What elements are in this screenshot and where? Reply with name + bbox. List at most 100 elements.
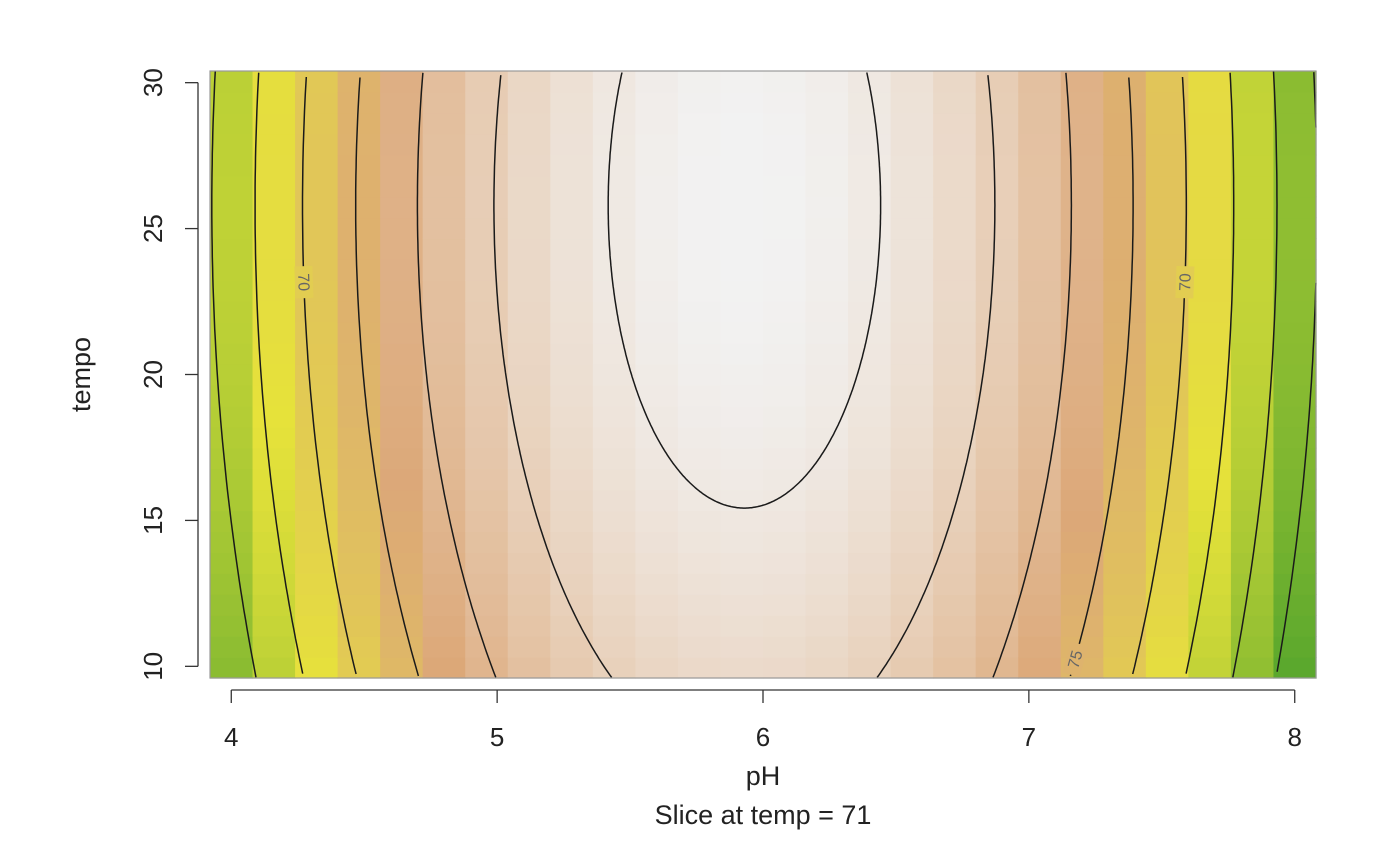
heatmap-cell (720, 154, 764, 177)
heatmap-cell (210, 552, 254, 574)
heatmap-cell (210, 657, 254, 679)
heatmap-cell (805, 112, 849, 135)
heatmap-cell (1103, 615, 1147, 637)
heatmap-cell (848, 217, 892, 240)
heatmap-cell (763, 259, 807, 281)
heatmap-cell (1230, 594, 1275, 616)
heatmap-cell (380, 280, 424, 302)
heatmap-cell (592, 447, 636, 470)
heatmap-cell (1060, 238, 1104, 260)
heatmap-cell (422, 196, 466, 219)
y-axis-title: tempo (66, 337, 96, 412)
heatmap-cell (1230, 217, 1275, 240)
heatmap-cell (380, 510, 424, 533)
heatmap-cell (848, 636, 892, 658)
heatmap-cell (975, 468, 1019, 491)
heatmap-cell (550, 657, 594, 679)
heatmap-cell (592, 657, 636, 679)
heatmap-cell (1145, 405, 1189, 428)
heatmap-cell (848, 238, 892, 260)
heatmap-cell (422, 301, 466, 323)
heatmap-cell (465, 259, 509, 281)
heatmap-cell (1145, 468, 1189, 491)
heatmap-cell (592, 364, 636, 386)
heatmap-cell (805, 175, 849, 198)
heatmap-cell (1145, 615, 1189, 637)
heatmap-cell (337, 447, 381, 470)
x-tick-label: 6 (756, 722, 770, 752)
heatmap-cell (592, 552, 636, 574)
heatmap-cell (337, 217, 381, 240)
heatmap-cell (550, 301, 594, 323)
heatmap-cell (1188, 657, 1232, 679)
heatmap-cell (380, 175, 424, 198)
heatmap-cell (1188, 175, 1232, 198)
heatmap-cell (933, 636, 977, 658)
heatmap-cell (507, 573, 551, 595)
heatmap-cell (1060, 447, 1104, 470)
heatmap-cell (1188, 343, 1232, 365)
heatmap-cell (1230, 364, 1275, 386)
heatmap-cell (295, 154, 339, 177)
heatmap-cell (337, 238, 381, 260)
heatmap-cell (890, 259, 934, 281)
heatmap-cell (1060, 489, 1104, 512)
heatmap-cell (592, 259, 636, 281)
heatmap-cell (1145, 573, 1189, 595)
heatmap-cell (295, 301, 339, 323)
heatmap-cell (465, 657, 509, 679)
heatmap-cell (380, 322, 424, 344)
heatmap-cell (422, 594, 466, 616)
heatmap-cell (805, 531, 849, 554)
heatmap-cell (763, 71, 807, 93)
heatmap-cell (1188, 405, 1232, 428)
contour-line-85 (493, 75, 613, 678)
heatmap-cell (550, 322, 594, 344)
heatmap-cell (210, 573, 254, 595)
heatmap-cell (848, 573, 892, 595)
heatmap-cell (763, 531, 807, 554)
heatmap-cell (252, 71, 296, 93)
heatmap-cell (295, 531, 339, 554)
heatmap-cell (635, 217, 679, 240)
heatmap-cell (210, 91, 254, 114)
heatmap-cell (677, 636, 722, 658)
heatmap-cell (337, 426, 381, 449)
heatmap-cell (848, 594, 892, 616)
heatmap-cell (1145, 531, 1189, 554)
heatmap-cell (337, 343, 381, 365)
heatmap-cell (890, 636, 934, 658)
heatmap-cell (1145, 343, 1189, 365)
heatmap-cell (1145, 112, 1189, 135)
heatmap-cell (210, 531, 254, 554)
heatmap-cell (677, 301, 722, 323)
heatmap-cell (380, 301, 424, 323)
heatmap-cell (337, 259, 381, 281)
contour-layer (211, 71, 1317, 678)
heatmap-cell (465, 175, 509, 198)
heatmap-cell (422, 615, 466, 637)
heatmap-cell (763, 405, 807, 428)
heatmap-cell (1145, 489, 1189, 512)
heatmap-cell (507, 426, 551, 449)
heatmap-cell (720, 636, 764, 658)
heatmap-cell (1103, 426, 1147, 449)
heatmap-cell (1060, 531, 1104, 554)
contour-label-layer: 70 70 75 (294, 265, 1195, 678)
heatmap-cell (337, 112, 381, 135)
heatmap-cell (677, 259, 722, 281)
heatmap-cell (465, 384, 509, 407)
heatmap-cell (592, 510, 636, 533)
heatmap-cell (1188, 112, 1232, 135)
heatmap-cell (1188, 217, 1232, 240)
heatmap-cell (975, 238, 1019, 260)
heatmap-cell (677, 552, 722, 574)
heatmap-cell (635, 594, 679, 616)
heatmap-cell (805, 91, 849, 114)
heatmap-cell (933, 91, 977, 114)
heatmap-cell (933, 573, 977, 595)
heatmap-cell (1273, 196, 1317, 219)
heatmap-cell (1018, 238, 1062, 260)
heatmap-cell (465, 405, 509, 428)
heatmap-cell (465, 531, 509, 554)
